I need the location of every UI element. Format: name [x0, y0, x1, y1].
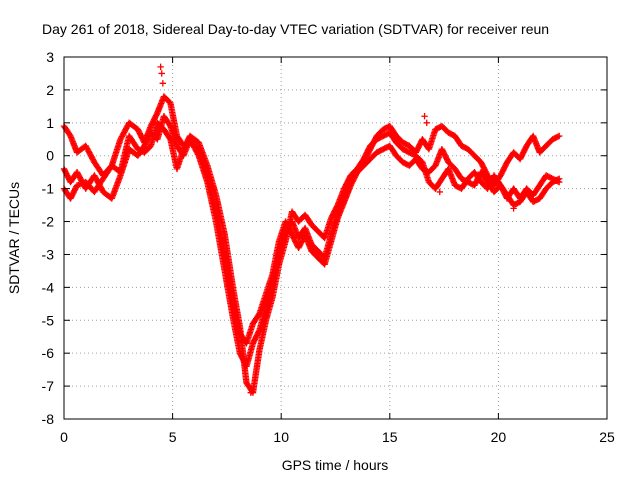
- y-tick-label: 2: [46, 82, 54, 98]
- y-axis-label: SDTVAR / TECUs: [6, 182, 22, 294]
- y-tick-label: -1: [42, 181, 55, 197]
- y-tick-label: 1: [46, 115, 54, 131]
- data-point-outlier: [159, 80, 167, 87]
- data-point-outlier: [421, 113, 428, 120]
- data-point-outlier: [436, 188, 443, 196]
- chart-title: Day 261 of 2018, Sidereal Day-to-day VTE…: [42, 21, 549, 37]
- y-tick-label: -4: [42, 279, 55, 295]
- x-tick-label: 5: [169, 429, 177, 445]
- data-point-outlier: [157, 63, 164, 71]
- y-tick-label: -2: [42, 214, 55, 230]
- y-tick-label: -3: [42, 246, 55, 262]
- y-tick-label: 3: [46, 49, 54, 65]
- y-tick-label: -6: [42, 345, 55, 361]
- y-tick-label: -7: [42, 378, 55, 394]
- y-tick-label: -5: [42, 312, 55, 328]
- data-point-outlier: [158, 70, 165, 77]
- x-tick-label: 25: [599, 429, 615, 445]
- data-point-outlier: [510, 205, 517, 212]
- x-tick-label: 0: [60, 429, 68, 445]
- data-point-outlier: [247, 389, 254, 396]
- data-point: [554, 133, 562, 140]
- x-tick-label: 15: [382, 429, 398, 445]
- data-point-outlier: [423, 119, 430, 127]
- axes: 0 5 10 15 20 25 -8 -7 -6 -5 -4 -3 -2 -1 0 1 2 3: [42, 49, 615, 445]
- data-points: [60, 63, 563, 396]
- data-point: [556, 132, 563, 140]
- data-point: [554, 176, 562, 183]
- grid: [64, 57, 607, 419]
- x-tick-label: 10: [273, 429, 289, 445]
- data-point: [166, 134, 173, 142]
- x-axis-label: GPS time / hours: [282, 457, 389, 473]
- data-point: [556, 175, 563, 182]
- y-tick-label: -8: [42, 411, 55, 427]
- x-tick-label: 20: [491, 429, 507, 445]
- plot-frame: [63, 56, 608, 420]
- y-tick-label: 0: [46, 148, 54, 164]
